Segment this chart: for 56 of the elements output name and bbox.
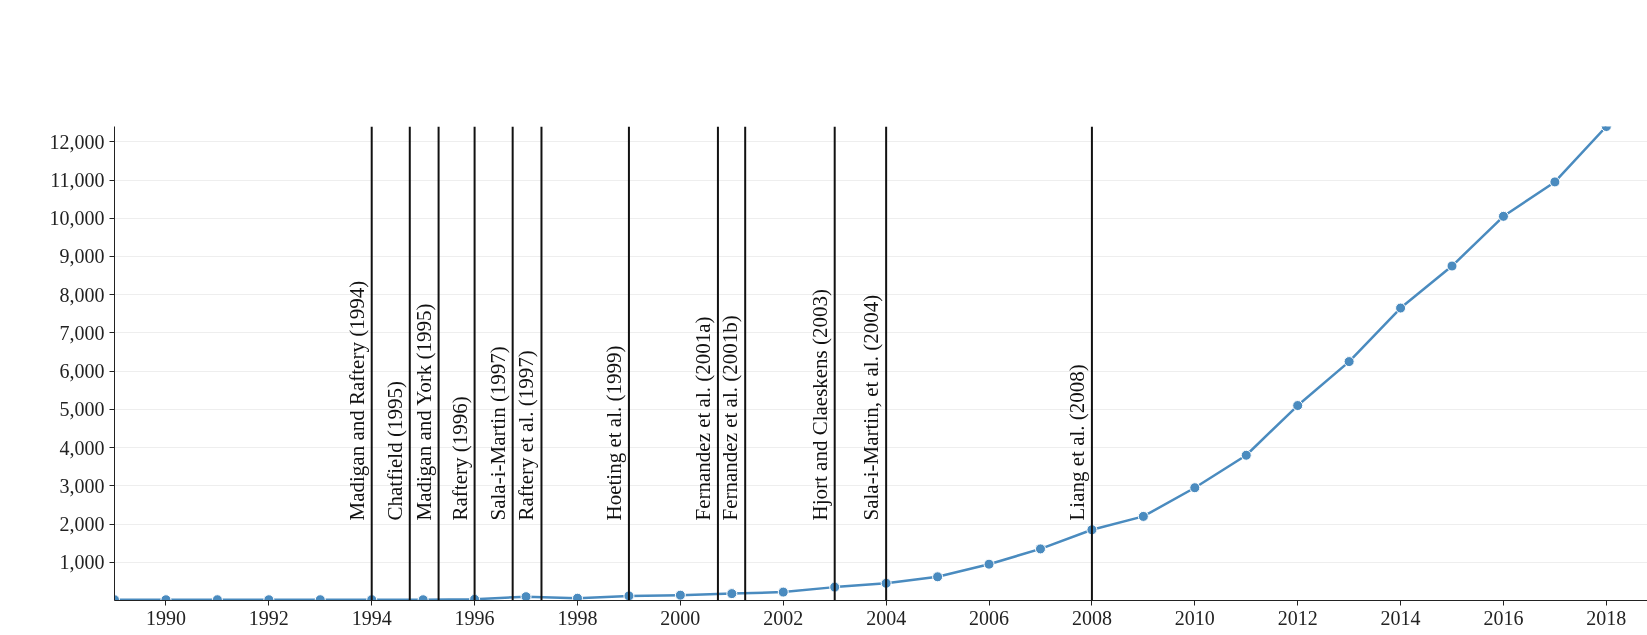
ref-line-label: Raftery (1996) — [447, 396, 472, 521]
x-tick-label: 1996 — [454, 606, 495, 629]
point — [777, 586, 789, 598]
point — [983, 558, 995, 570]
ref-line-label: Liang et al. (2008) — [1064, 364, 1089, 521]
x-tick-label: 2010 — [1174, 606, 1215, 629]
point — [520, 591, 532, 601]
ref-line-label: Hoeting et al. (1999) — [601, 345, 626, 521]
point — [932, 571, 944, 583]
x-tick-label: 2000 — [660, 606, 701, 629]
point — [674, 589, 686, 601]
x-tick-label: 1990 — [145, 606, 186, 629]
ref-line-label: Sala-i-Martin, et al. (2004) — [859, 294, 884, 521]
point — [1343, 356, 1355, 368]
point — [1189, 482, 1201, 494]
y-tick-label: 8,000 — [59, 283, 105, 306]
x-tick-label: 2012 — [1277, 606, 1318, 629]
ref-line-label: Fernandez et al. (2001b) — [718, 315, 743, 521]
point — [1137, 510, 1149, 522]
point — [1446, 260, 1458, 272]
point — [1395, 302, 1407, 314]
x-tick-label: 2002 — [763, 606, 804, 629]
x-tick-label: 2014 — [1380, 606, 1421, 629]
ref-line-label: Raftery et al. (1997) — [514, 350, 539, 521]
ref-line-label: Madigan and York (1995) — [411, 303, 436, 521]
point — [1034, 543, 1046, 555]
y-tick-label: 4,000 — [59, 436, 105, 459]
y-tick-label: 12,000 — [49, 130, 105, 153]
ref-line-label: Fernandez et al. (2001a) — [690, 316, 715, 521]
x-tick-label: 2016 — [1483, 606, 1524, 629]
ref-line-label: Hjort and Claeskens (2003) — [807, 288, 832, 521]
point — [1240, 449, 1252, 461]
x-tick-label: 2008 — [1071, 606, 1112, 629]
x-tick-label: 1992 — [248, 606, 289, 629]
point — [571, 592, 583, 601]
y-tick-label: 1,000 — [59, 551, 105, 574]
y-tick-label: 3,000 — [59, 474, 105, 497]
point — [1497, 210, 1509, 222]
x-tick-label: 2018 — [1586, 606, 1627, 629]
y-tick-label: 10,000 — [49, 207, 105, 230]
y-tick-label: 2,000 — [59, 513, 105, 536]
point — [726, 588, 738, 600]
y-tick-label: 7,000 — [59, 321, 105, 344]
x-tick-label: 2004 — [866, 606, 907, 629]
x-tick-label: 2006 — [969, 606, 1010, 629]
y-tick-label: 5,000 — [59, 398, 105, 421]
x-tick-label: 1998 — [557, 606, 598, 629]
y-tick-label: 9,000 — [59, 245, 105, 268]
ref-line-label: Chatfield (1995) — [382, 381, 407, 521]
x-tick-label: 1994 — [351, 606, 392, 629]
ref-line-label: Sala-i-Martin (1997) — [485, 346, 510, 521]
y-tick-label: 11,000 — [50, 169, 105, 192]
ref-line-label: Madigan and Raftery (1994) — [344, 280, 369, 521]
y-tick-label: 6,000 — [59, 360, 105, 383]
point — [1549, 176, 1561, 188]
point — [1292, 400, 1304, 412]
